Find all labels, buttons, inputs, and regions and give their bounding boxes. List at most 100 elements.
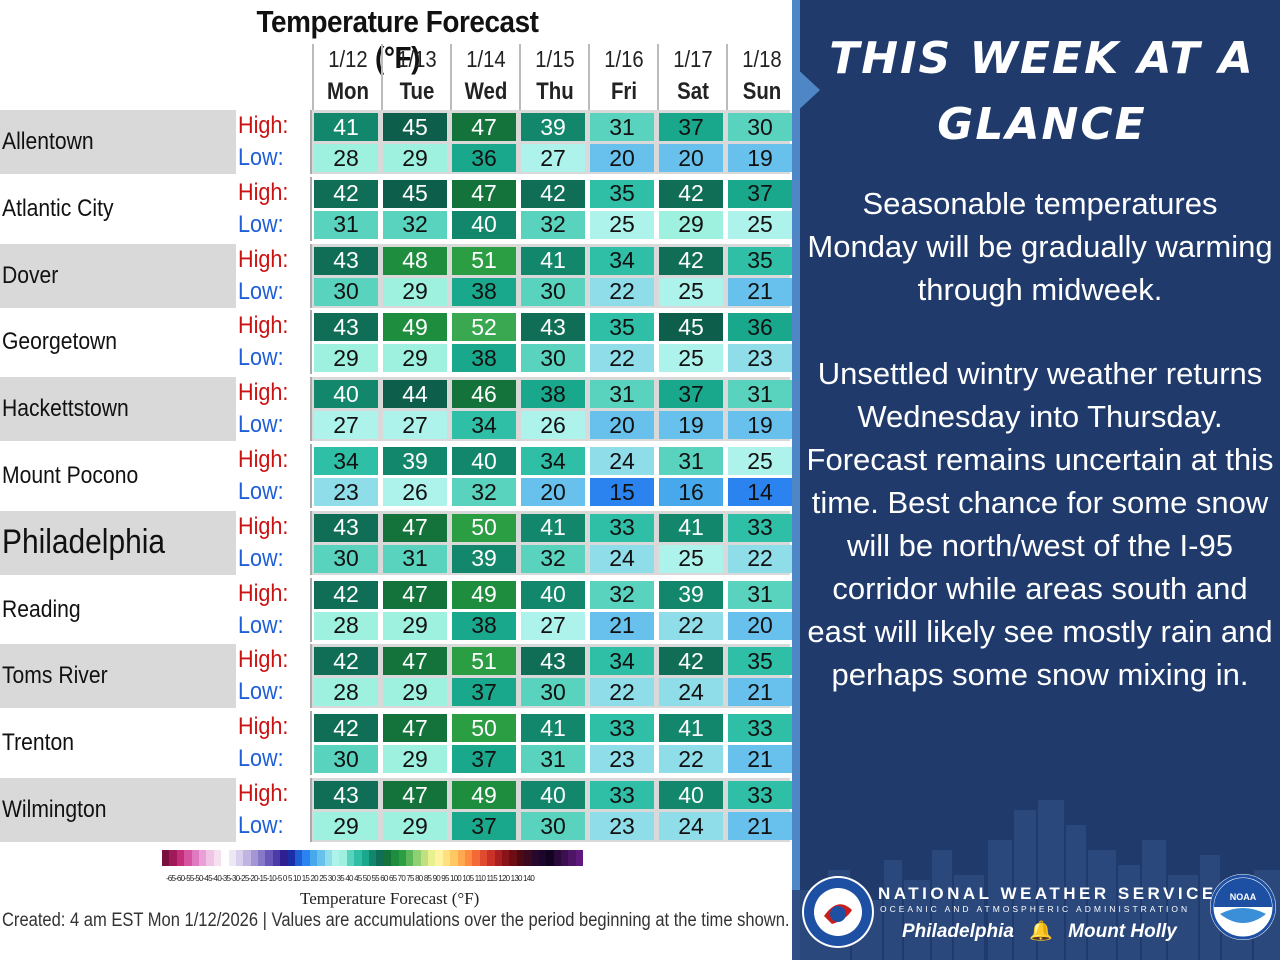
low-temp-cell: 21 [728, 277, 792, 306]
legend-swatch [302, 850, 310, 866]
low-temp-cell: 37 [452, 678, 516, 707]
legend-swatch [479, 850, 488, 866]
low-temp-cell: 24 [590, 544, 654, 573]
high-low-labels: High: Low: [236, 778, 312, 842]
header-date: 1/14 [466, 46, 506, 72]
color-scale-legend [162, 850, 584, 866]
city-name: Philadelphia [2, 523, 166, 562]
high-temp-cell: 33 [728, 781, 792, 809]
noaa-logo-text: NOAA [1230, 892, 1257, 902]
agency-subtitle: OCEANIC AND ATMOSPHERIC ADMINISTRATION [880, 904, 1191, 914]
low-temp-cell: 16 [659, 478, 723, 506]
header-day: Thu [536, 78, 574, 105]
low-temp-cell: 20 [590, 144, 654, 172]
low-temp-cell: 27 [314, 411, 378, 440]
low-temp-cell: 30 [521, 678, 585, 707]
low-label: Low: [238, 144, 284, 171]
footer-note: Created: 4 am EST Mon 1/12/2026 | Values… [2, 910, 790, 931]
high-temp-cell: 31 [590, 113, 654, 141]
high-temp-cell: 25 [728, 447, 792, 475]
high-temp-cell: 43 [314, 246, 378, 275]
low-temp-cell: 22 [728, 544, 792, 573]
office-philadelphia: Philadelphia [902, 921, 1014, 942]
high-temp-cell: 43 [314, 513, 378, 542]
low-temp-cell: 31 [314, 210, 378, 239]
high-temp-cell: 37 [659, 113, 723, 141]
legend-swatch [383, 850, 392, 866]
legend-swatch [339, 850, 347, 866]
low-temp-cell: 22 [659, 745, 723, 774]
high-temp-cell: 45 [383, 179, 447, 208]
header-date: 1/13 [397, 46, 437, 72]
high-temp-cell: 47 [383, 781, 447, 809]
low-temp-cell: 29 [314, 344, 378, 373]
low-temp-cell: 38 [452, 344, 516, 373]
city-row: Philadelphia High: Low: 43 47 50 41 33 41 33 30 31 3… [0, 510, 792, 575]
legend-swatch [398, 850, 406, 866]
high-label: High: [238, 713, 289, 741]
low-temp-cell: 36 [452, 144, 516, 172]
legend-swatch [575, 850, 584, 866]
city-row: Toms River High: Low: 42 47 51 43 34 42 35 28 29 37 3… [0, 644, 792, 709]
low-temp-cell: 19 [659, 411, 723, 440]
low-temp-cell: 26 [521, 411, 585, 440]
high-temp-cell: 51 [452, 246, 516, 275]
legend-swatch [184, 850, 192, 866]
legend-swatch [346, 850, 355, 866]
header-day: Tue [399, 78, 435, 105]
high-temp-cell: 51 [452, 647, 516, 676]
low-temp-cell: 22 [590, 344, 654, 373]
city-name: Dover [2, 261, 59, 289]
low-temp-cell: 23 [728, 344, 792, 373]
liberty-bell-icon: 🔔 [1029, 921, 1053, 942]
city-name: Toms River [2, 662, 108, 690]
low-temp-cell: 24 [659, 678, 723, 707]
noaa-logo: NOAA [1210, 874, 1276, 940]
low-temp-cell: 19 [728, 144, 792, 172]
legend-swatch [472, 850, 480, 866]
high-temp-cell: 31 [728, 380, 792, 409]
high-temp-cell: 47 [452, 113, 516, 141]
high-temp-cell: 47 [383, 714, 447, 743]
high-temp-cell: 37 [728, 179, 792, 208]
header-day: Wed [464, 78, 508, 105]
city-name: Georgetown [2, 328, 118, 356]
legend-swatch [309, 850, 318, 866]
office-names: Philadelphia 🔔 Mount Holly [902, 919, 1177, 943]
high-temp-cell: 33 [728, 714, 792, 743]
high-low-labels: High: Low: [236, 310, 312, 375]
high-temp-cell: 39 [383, 447, 447, 475]
forecast-table-panel: Temperature Forecast (°F) 1/12 Mon 1/13 Tue… [0, 4, 792, 931]
header-day: Fri [610, 78, 638, 105]
day-header: 1/17 Sat [657, 44, 727, 110]
high-low-labels: High: Low: [236, 377, 312, 442]
high-temp-cell: 39 [659, 580, 723, 609]
city-name: Atlantic City [2, 194, 114, 222]
city-row: Trenton High: Low: 42 47 50 41 33 41 33 30 29 37 31 23… [0, 711, 792, 776]
low-temp-cell: 29 [383, 678, 447, 707]
day-header: 1/13 Tue [381, 44, 451, 110]
legend-swatch [442, 850, 451, 866]
high-temp-cell: 49 [452, 580, 516, 609]
high-temp-cell: 47 [383, 513, 447, 542]
legend-swatch [487, 850, 495, 866]
header-date: 1/16 [604, 46, 644, 72]
legend-swatch [465, 850, 473, 866]
legend-swatch [524, 850, 532, 866]
low-temp-cell: 32 [452, 478, 516, 506]
high-low-labels: High: Low: [236, 243, 312, 308]
high-temp-cell: 35 [590, 313, 654, 342]
low-temp-cell: 26 [383, 478, 447, 506]
high-temp-cell: 41 [659, 714, 723, 743]
legend-swatch [509, 850, 517, 866]
high-temp-cell: 37 [659, 380, 723, 409]
legend-swatch [206, 850, 214, 866]
day-header: 1/18 Sun [726, 44, 796, 110]
legend-swatch [272, 850, 281, 866]
summary-panel: This week at a glance Seasonable tempera… [792, 0, 1280, 960]
legend-swatch [317, 850, 325, 866]
low-temp-cell: 30 [314, 745, 378, 774]
low-temp-cell: 20 [659, 144, 723, 172]
low-temp-cell: 32 [383, 210, 447, 239]
high-temp-cell: 43 [521, 313, 585, 342]
